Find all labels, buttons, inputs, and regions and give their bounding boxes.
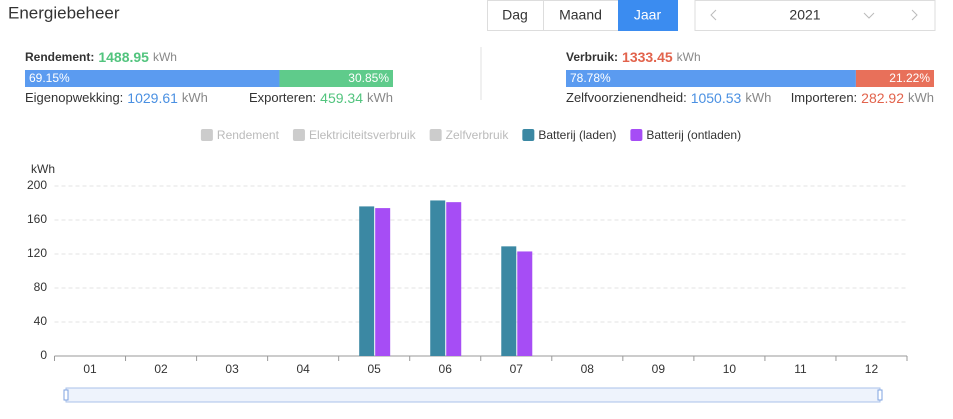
summary-heading: Verbruik: 1333.45 kWh	[566, 49, 701, 65]
x-tick-label: 06	[439, 362, 453, 376]
summary-item: Eigenopwekking: 1029.61 kWh	[25, 90, 208, 106]
y-tick-label: 200	[27, 178, 47, 192]
bar	[375, 208, 391, 356]
unit: kWh	[677, 50, 701, 64]
share-bar	[566, 70, 856, 87]
share-label: 69.15%	[29, 71, 70, 85]
bar	[501, 246, 517, 356]
share-bar	[25, 70, 280, 87]
legend-label: Batterij (laden)	[538, 128, 616, 142]
bar	[517, 251, 533, 356]
unit: kWh	[367, 90, 393, 105]
value: 1488.95	[98, 49, 149, 65]
legend-item[interactable]: Batterij (laden)	[522, 128, 616, 142]
value: 1333.45	[622, 49, 673, 65]
summary-item: Importeren: 282.92 kWh	[791, 90, 934, 106]
value: 1050.53	[691, 90, 742, 106]
tabs: Dag Maand Jaar	[487, 0, 678, 31]
value: 459.34	[320, 90, 363, 106]
label: Verbruik:	[566, 50, 618, 64]
x-tick-label: 02	[154, 362, 168, 376]
legend-label: Rendement	[217, 128, 280, 142]
bar	[359, 206, 375, 356]
tab[interactable]	[618, 0, 678, 31]
x-tick-label: 10	[723, 362, 737, 376]
unit: kWh	[153, 50, 177, 64]
label: Importeren:	[791, 90, 857, 105]
x-tick-label: 11	[794, 362, 807, 376]
bar	[430, 200, 446, 356]
x-tick-label: 09	[652, 362, 666, 376]
tab[interactable]	[543, 0, 619, 31]
year-picker[interactable]	[694, 0, 936, 31]
legend-item[interactable]: Batterij (ontladen)	[630, 128, 741, 142]
tab[interactable]	[487, 0, 544, 31]
y-axis-label: kWh	[31, 162, 55, 176]
label: Zelfvoorzienendheid:	[566, 90, 687, 105]
x-tick-label: 07	[510, 362, 524, 376]
unit: kWh	[745, 90, 771, 105]
plot: kWh 0 40 80 120 160 200 01 02 03 04 05 06 07 08 09 10 11 1…	[27, 162, 908, 376]
zoom-slider[interactable]	[65, 387, 881, 403]
y-tick-label: 160	[27, 212, 47, 226]
share-label: 30.85%	[348, 71, 389, 85]
legend-item[interactable]: Rendement	[200, 128, 280, 142]
label: Rendement:	[25, 50, 94, 64]
x-tick-label: 05	[368, 362, 382, 376]
prev-arrow[interactable]	[710, 9, 717, 21]
share-bar	[279, 70, 393, 87]
legend: Rendement Elektriciteitsverbruik Zelfverbr…	[200, 128, 741, 142]
bar	[446, 202, 462, 356]
unit: kWh	[908, 90, 934, 105]
tab-label[interactable]: Jaar	[634, 7, 662, 23]
legend-label: Zelfverbruik	[446, 128, 510, 142]
next-arrow[interactable]	[911, 9, 918, 21]
legend-swatch	[429, 129, 442, 141]
legend-item[interactable]: Zelfverbruik	[429, 128, 510, 142]
share-label: 21.22%	[889, 71, 930, 85]
share-label: 78.78%	[570, 71, 611, 85]
tab-label[interactable]: Maand	[559, 7, 602, 23]
summary: Rendement: 1488.95 kWh 69.15% 30.85% Eigenopw…	[25, 49, 934, 106]
value: 1029.61	[127, 90, 178, 106]
year: 2021	[789, 7, 820, 23]
x-tick-label: 12	[865, 362, 879, 376]
legend-swatch	[200, 129, 213, 141]
dropdown-arrow[interactable]	[863, 12, 875, 19]
x-tick-label: 03	[225, 362, 239, 376]
slider-handle[interactable]	[877, 389, 883, 401]
slider-handle[interactable]	[63, 389, 69, 401]
y-tick-label: 0	[40, 348, 47, 362]
legend-swatch	[522, 129, 535, 141]
x-tick-label: 01	[83, 362, 97, 376]
page-title: Energiebeheer	[8, 3, 120, 22]
legend-item[interactable]: Elektriciteitsverbruik	[292, 128, 417, 142]
summary-item: Zelfvoorzienendheid: 1050.53 kWh	[566, 90, 771, 106]
unit: kWh	[182, 90, 208, 105]
summary-heading: Rendement: 1488.95 kWh	[25, 49, 177, 65]
legend-swatch	[630, 129, 643, 141]
legend-label: Elektriciteitsverbruik	[309, 128, 417, 142]
label: Eigenopwekking:	[25, 90, 123, 105]
label: Exporteren:	[249, 90, 316, 105]
tab-label[interactable]: Dag	[502, 7, 528, 23]
legend-swatch	[292, 129, 305, 141]
summary-item: Exporteren: 459.34 kWh	[249, 90, 393, 106]
x-tick-label: 04	[296, 362, 310, 376]
share-bar	[855, 70, 934, 87]
y-tick-label: 80	[34, 280, 48, 294]
x-tick-label: 08	[581, 362, 595, 376]
legend-label: Batterij (ontladen)	[646, 128, 741, 142]
y-tick-label: 120	[27, 246, 47, 260]
value: 282.92	[861, 90, 904, 106]
y-tick-label: 40	[34, 314, 48, 328]
